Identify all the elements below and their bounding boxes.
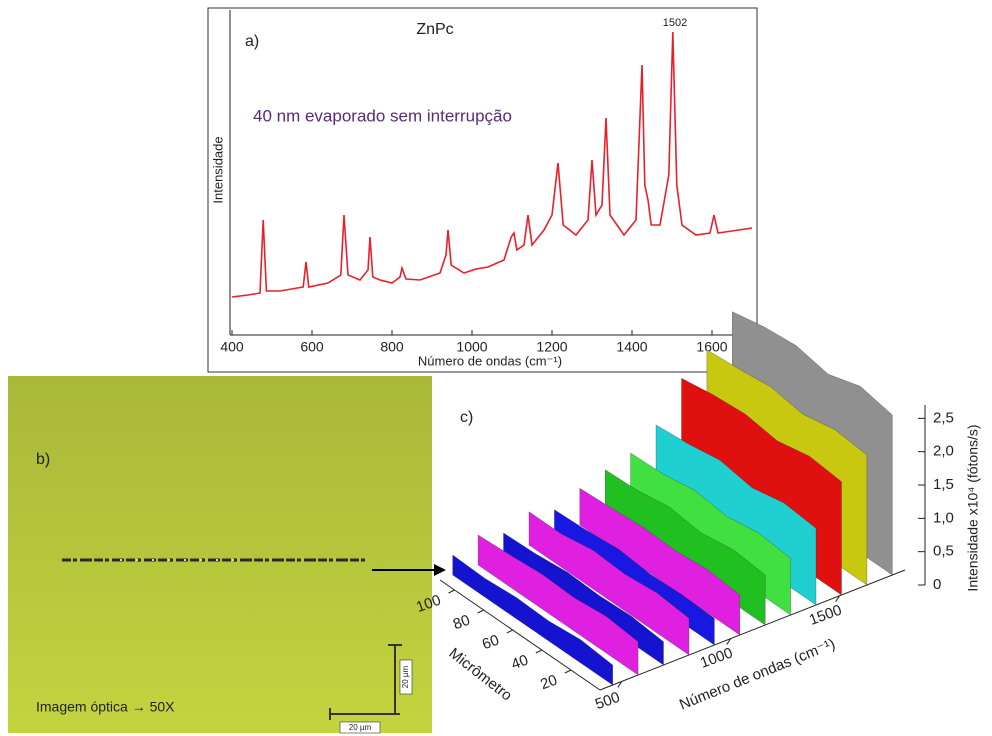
- x-axis: [599, 569, 906, 691]
- y-axis-label: Micrômetro: [446, 645, 516, 705]
- y-axis: [439, 579, 601, 691]
- panel-a-frame: [207, 7, 758, 373]
- x-tick-label: 1600: [696, 339, 727, 355]
- y-tick-label: 60: [480, 632, 501, 654]
- y-tick: [448, 589, 455, 594]
- spectrum-line: [231, 31, 753, 298]
- annotation: 40 nm evaporado sem interrupção: [253, 106, 512, 125]
- optical-image: [8, 376, 432, 733]
- ribbon: [477, 534, 639, 676]
- image-caption: Imagem óptica → 50X: [36, 699, 175, 715]
- z-tick-label: 0: [933, 576, 941, 593]
- ribbon: [579, 487, 741, 636]
- x-axis-label: Número de ondas (cm⁻¹): [418, 353, 562, 368]
- y-tick: [564, 669, 572, 674]
- z-tick-label: 0,5: [933, 543, 954, 560]
- scale-label: 20 µm: [349, 723, 372, 732]
- y-axis-label: Intensidade: [210, 136, 225, 203]
- z-tick-label: 1,5: [933, 476, 954, 493]
- chart-title: ZnPc: [416, 21, 453, 38]
- x-tick-label: 1000: [698, 644, 735, 671]
- y-tick: [477, 609, 484, 614]
- scale-label-box: [339, 721, 381, 734]
- y-tick-label: 80: [451, 612, 472, 634]
- z-tick-label: 1,0: [933, 509, 954, 526]
- x-tick-label: 800: [380, 339, 404, 355]
- ribbon: [452, 554, 613, 686]
- x-tick-label: 1200: [536, 339, 567, 355]
- panel-label: b): [36, 451, 50, 468]
- y-tick-label: 20: [538, 672, 559, 694]
- z-tick-label: 2,0: [933, 443, 954, 460]
- y-tick: [535, 649, 543, 654]
- y-tick-label: 40: [509, 652, 530, 674]
- panel-label: a): [245, 33, 259, 50]
- scale-label: 20 µm: [401, 665, 410, 688]
- y-tick: [506, 629, 513, 634]
- x-tick-label: 500: [593, 689, 622, 714]
- x-tick-label: 600: [300, 339, 324, 355]
- panel-label: c): [460, 409, 473, 426]
- x-tick: [726, 638, 732, 645]
- x-tick: [835, 595, 841, 602]
- x-tick-label: 1000: [456, 339, 487, 355]
- scale-label-box: [399, 659, 413, 695]
- peak-label: 1502: [663, 17, 687, 29]
- x-tick-label: 1500: [807, 602, 844, 629]
- x-tick: [617, 681, 623, 688]
- z-tick-label: 2,5: [933, 409, 954, 426]
- z-axis-label: Intensidade x10⁴ (fótons/s): [965, 424, 981, 591]
- ribbon: [528, 511, 690, 656]
- x-tick-label: 1400: [616, 339, 647, 355]
- x-axis-label: Número de ondas (cm⁻¹): [677, 635, 838, 713]
- arrow-head: [434, 564, 446, 576]
- x-tick-label: 400: [220, 339, 244, 355]
